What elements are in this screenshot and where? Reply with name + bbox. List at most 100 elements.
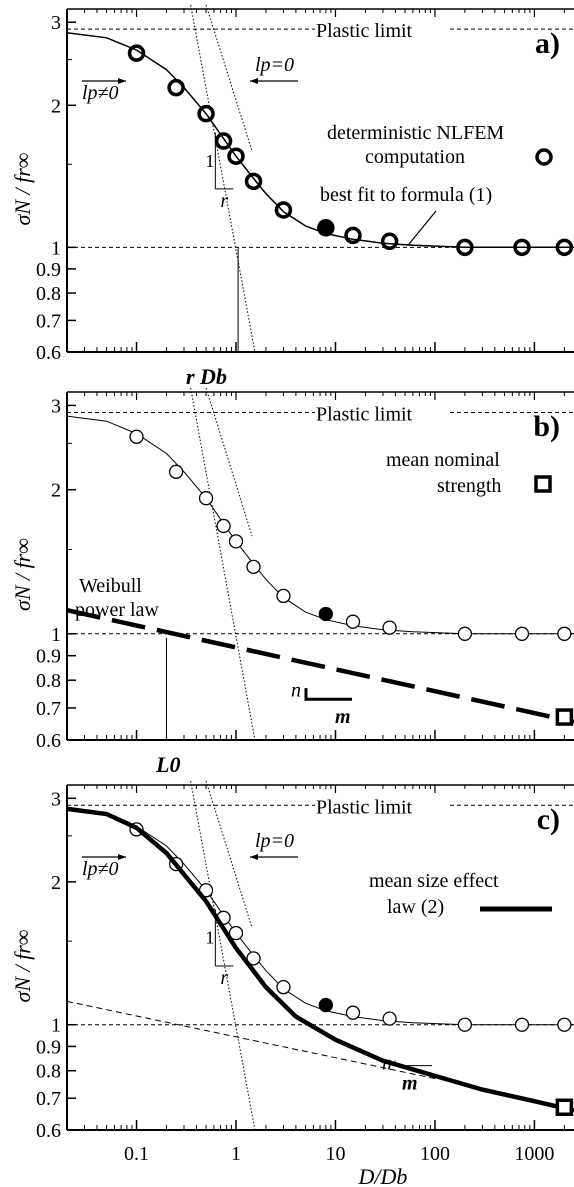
y-tick-label: 0.9 xyxy=(36,1036,61,1058)
y-tick-label: 0.7 xyxy=(36,698,61,720)
series-line-1 xyxy=(66,806,574,1113)
data-point xyxy=(557,626,572,641)
weibull-label-line2: power law xyxy=(75,599,159,621)
slope-one-label: 1 xyxy=(205,928,214,948)
data-point xyxy=(514,1017,530,1032)
y-tick-label: 2 xyxy=(51,872,61,894)
y-tick-label: 2 xyxy=(51,95,61,117)
y-tick-label: 3 xyxy=(51,395,61,417)
y-tick-label: 0.6 xyxy=(36,342,61,364)
data-point xyxy=(380,232,399,251)
weibull-dashed-line xyxy=(66,1000,436,1080)
legend-line2: strength xyxy=(437,475,501,497)
panel-b: 0.6 0.7 0.80.91 2 3 σN / fr∞ Plastic limit b) me… xyxy=(10,387,574,777)
data-point xyxy=(318,606,333,622)
plastic-limit-label: Plastic limit xyxy=(316,796,413,818)
y-tick-label: 0.8 xyxy=(36,1061,61,1083)
y-tick-label: 0.8 xyxy=(36,283,61,305)
data-point xyxy=(198,491,214,506)
plastic-limit-label: Plastic limit xyxy=(316,20,413,42)
y-tick-label: 0.9 xyxy=(36,646,61,668)
lp-zero-label: lp=0 xyxy=(255,830,294,852)
legend-line1: mean nominal xyxy=(386,449,500,471)
panel-label: c) xyxy=(537,803,560,836)
y-axis-label: σN / fr∞ xyxy=(10,152,35,225)
y-axis-label: σN / fr∞ xyxy=(10,538,35,611)
data-point xyxy=(228,925,244,941)
legend-line2: computation xyxy=(365,146,465,168)
data-point xyxy=(317,219,335,237)
legend-square-marker xyxy=(534,475,552,493)
data-point xyxy=(382,620,397,635)
data-point xyxy=(276,588,291,604)
L0-label: L0 xyxy=(155,752,180,777)
lp-zero-arrowhead xyxy=(250,854,258,860)
data-point xyxy=(345,614,361,629)
legend-circle-marker xyxy=(535,148,553,166)
data-point xyxy=(557,1017,572,1032)
data-point xyxy=(127,44,146,62)
series-line-1 xyxy=(66,608,574,724)
data-point xyxy=(246,951,261,966)
mean-strength-marker xyxy=(555,1098,574,1117)
y-tick-label: 1 xyxy=(51,237,61,259)
fit-label: best fit to formula (1) xyxy=(320,184,492,206)
data-point xyxy=(276,979,291,995)
slope-nm-triangle xyxy=(394,1060,432,1067)
data-point xyxy=(168,464,184,479)
legend-line1: mean size effect xyxy=(369,870,499,892)
y-tick-label: 2 xyxy=(51,480,61,502)
asymptote-lp-nonzero xyxy=(190,4,256,353)
plastic-limit-label: Plastic limit xyxy=(316,403,413,425)
lp-nonzero-arrowhead xyxy=(118,854,126,860)
asymptote-lp-zero xyxy=(205,780,253,929)
data-point xyxy=(318,997,333,1013)
y-tick-label: 3 xyxy=(51,788,61,810)
fit-curve xyxy=(66,808,574,1026)
x-tick-label: 1000 xyxy=(514,1143,554,1165)
y-tick-label: 3 xyxy=(51,12,61,34)
lp-nonzero-arrowhead xyxy=(118,78,126,84)
slope-n-label: n xyxy=(382,1053,392,1075)
panel-label: a) xyxy=(535,27,560,60)
data-point xyxy=(514,626,530,641)
rDb-label: r Db xyxy=(186,364,227,389)
mean-strength-marker xyxy=(555,708,574,726)
slope-m-label: m xyxy=(402,1073,418,1095)
data-point xyxy=(246,559,261,574)
y-tick-label: 1 xyxy=(51,624,61,646)
x-axis-label: D/Db xyxy=(357,1164,407,1187)
legend-line1: deterministic NLFEM xyxy=(327,122,504,144)
weibull-label-line1: Weibull xyxy=(79,575,142,597)
x-tick-label: 10 xyxy=(325,1143,345,1165)
data-point xyxy=(167,78,185,97)
x-tick-label: 100 xyxy=(420,1143,450,1165)
slope-n-label: n xyxy=(291,679,301,701)
asymptote-lp-zero xyxy=(205,387,253,537)
asymptote-lp-zero xyxy=(205,4,253,152)
data-point xyxy=(216,518,231,534)
lp-nonzero-label: lp≠0 xyxy=(82,858,119,880)
y-axis-label: σN / fr∞ xyxy=(10,929,35,1002)
y-tick-label: 1 xyxy=(51,1015,61,1037)
y-tick-label: 0.6 xyxy=(36,1120,61,1142)
y-tick-label: 0.7 xyxy=(36,310,61,332)
lp-zero-label: lp=0 xyxy=(255,54,294,76)
series-line-1 xyxy=(66,31,574,249)
lp-nonzero-label: lp≠0 xyxy=(82,82,119,104)
data-point xyxy=(345,1005,361,1020)
x-tick-label: 1 xyxy=(231,1143,241,1165)
y-tick-label: 0.9 xyxy=(36,259,61,281)
panel-label: b) xyxy=(533,410,560,443)
data-point xyxy=(457,626,473,641)
slope-one-label: 1 xyxy=(205,151,214,171)
x-tick-label: 0.1 xyxy=(124,1143,149,1165)
asymptote-lp-nonzero xyxy=(190,780,256,1131)
fit-arrow xyxy=(407,210,437,246)
y-tick-label: 0.6 xyxy=(36,730,61,752)
data-point xyxy=(382,1011,397,1026)
slope-r-label: r xyxy=(220,190,228,212)
legend-line2: law (2) xyxy=(387,896,444,918)
